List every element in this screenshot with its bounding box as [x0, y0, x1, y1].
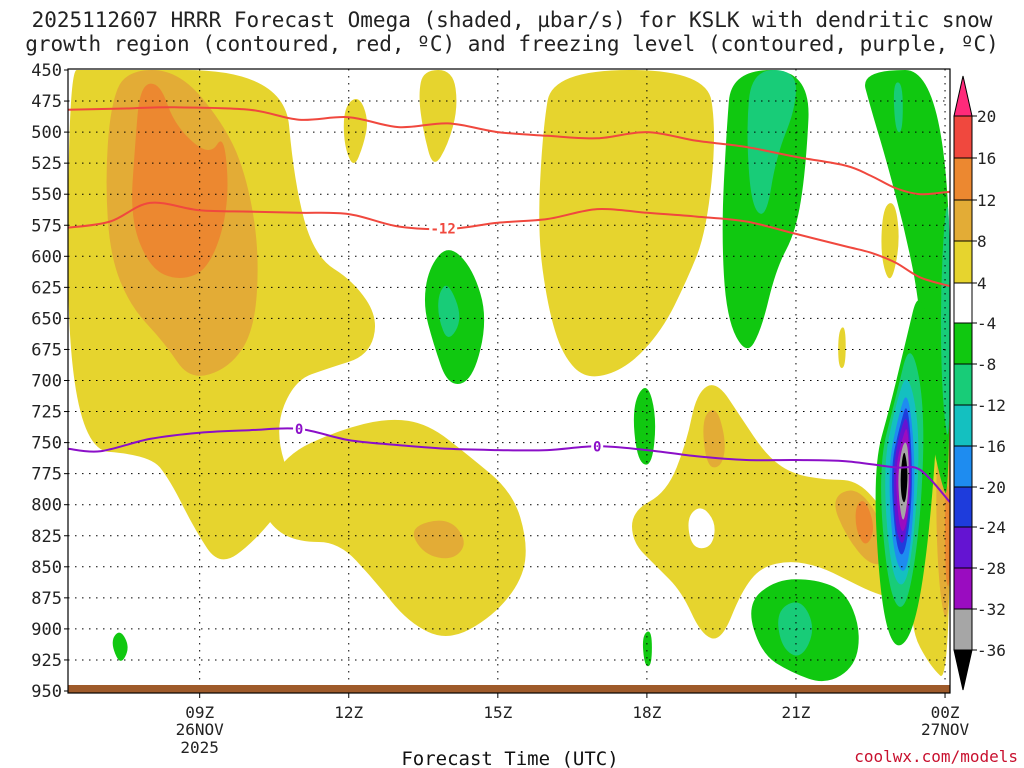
- y-tick-label-550: 550: [31, 185, 62, 205]
- freezing-label-bg-0: [293, 421, 306, 436]
- colorbar-label--32: -32: [977, 600, 1006, 619]
- omega-region-pos-4-i: [838, 327, 846, 369]
- x-tick-label-12Z: 12Z: [334, 703, 363, 722]
- colorbar-band-0: [953, 115, 973, 159]
- freezing-level-label-0: 0: [295, 422, 303, 438]
- omega-region-pos-8-f: [703, 410, 725, 468]
- omega-region-neg-8-c2: [940, 206, 950, 435]
- y-tick-label-900: 900: [31, 620, 62, 640]
- omega-region-neg-8-c: [893, 82, 903, 133]
- omega-region-neg-4-g: [112, 632, 128, 661]
- omega-region-neg-36-k: [900, 452, 908, 503]
- x-tick-date-00Z: 27NOV: [921, 720, 970, 739]
- y-tick-label-800: 800: [31, 496, 62, 516]
- omega-region-neg-8-b: [747, 70, 796, 214]
- freezing-level-contour: [68, 427, 950, 503]
- omega-region-pos-4-c: [419, 70, 457, 162]
- omega-region-pos-12-a: [132, 83, 228, 279]
- omega-region-pos-4-h: [881, 203, 899, 279]
- colorbar-label--8: -8: [977, 355, 996, 374]
- colorbar-label--12: -12: [977, 396, 1006, 415]
- x-tick-label-00Z: 00Z: [931, 703, 960, 722]
- y-tick-label-500: 500: [31, 123, 62, 143]
- colorbar-label-16: 16: [977, 149, 996, 168]
- x-tick-label-09Z: 09Z: [185, 703, 214, 722]
- colorbar-band-11: [953, 567, 973, 610]
- y-tick-label-525: 525: [31, 154, 62, 174]
- colorbar-band-6: [953, 363, 973, 406]
- x-tick-label-21Z: 21Z: [782, 703, 811, 722]
- colorbar-band-4: [953, 282, 973, 324]
- colorbar-label-4: 4: [977, 274, 987, 293]
- dgz-label-bg: [429, 221, 458, 236]
- y-tick-label-925: 925: [31, 651, 62, 671]
- omega-region-pos-4-d: [539, 70, 714, 377]
- colorbar-label--28: -28: [977, 559, 1006, 578]
- colorbar-label--4: -4: [977, 314, 996, 333]
- colorbar-band-8: [953, 445, 973, 488]
- y-tick-label-775: 775: [31, 465, 62, 485]
- colorbar-label--20: -20: [977, 478, 1006, 497]
- omega-region-neg-8-e: [778, 602, 813, 656]
- freezing-label-bg-1: [591, 439, 604, 454]
- dgz-contour-label: -12: [431, 222, 456, 238]
- y-tick-label-450: 450: [31, 61, 62, 81]
- colorbar-bottom-arrow: [953, 649, 973, 691]
- colorbar-band-7: [953, 404, 973, 447]
- chart-title-line-2: growth region (contoured, red, ºC) and f…: [25, 32, 999, 56]
- colorbar-label-8: 8: [977, 232, 987, 251]
- omega-region-pos-4-f: [632, 385, 904, 639]
- y-tick-label-700: 700: [31, 372, 62, 392]
- omega-region-pos-12-j: [945, 485, 950, 587]
- x-tick-date-09Z: 26NOV: [176, 720, 225, 739]
- colorbar-band-3: [953, 240, 973, 284]
- omega-region-pos-8-e: [413, 520, 464, 559]
- y-tick-label-725: 725: [31, 403, 62, 423]
- y-tick-label-475: 475: [31, 92, 62, 112]
- omega-region-pos-4-b: [343, 98, 367, 164]
- y-tick-label-750: 750: [31, 434, 62, 454]
- y-tick-label-600: 600: [31, 247, 62, 267]
- colorbar-label-20: 20: [977, 107, 996, 126]
- colorbar-band-10: [953, 526, 973, 569]
- colorbar-band-5: [953, 322, 973, 365]
- credit-text: coolwx.com/models: [854, 747, 1018, 766]
- colorbar-band-12: [953, 608, 973, 651]
- ground-strip: [68, 685, 950, 693]
- colorbar-label-12: 12: [977, 191, 996, 210]
- colorbar-label--36: -36: [977, 641, 1006, 660]
- omega-region-pos-4-e: [263, 419, 526, 636]
- omega-region-neg-4-f: [642, 631, 652, 667]
- colorbar-label--16: -16: [977, 437, 1006, 456]
- colorbar-label--24: -24: [977, 518, 1006, 537]
- x-tick-year-09Z: 2025: [180, 738, 219, 757]
- y-tick-label-575: 575: [31, 216, 62, 236]
- dgz-upper-contour: [68, 106, 950, 196]
- y-tick-label-825: 825: [31, 527, 62, 547]
- omega-region-white-hole-f: [688, 508, 715, 549]
- y-tick-label-650: 650: [31, 309, 62, 329]
- omega-region-neg-8-a: [438, 285, 460, 337]
- y-tick-label-625: 625: [31, 278, 62, 298]
- freezing-level-label-1: 0: [593, 439, 601, 455]
- omega-region-neg-4-d: [633, 387, 656, 465]
- y-tick-label-675: 675: [31, 340, 62, 360]
- chart-title-line-1: 2025112607 HRRR Forecast Omega (shaded, …: [31, 8, 993, 32]
- colorbar-band-9: [953, 486, 973, 528]
- x-axis-label: Forecast Time (UTC): [401, 748, 618, 768]
- colorbar-top-arrow: [953, 75, 973, 117]
- dgz-lower-contour: [68, 201, 950, 288]
- colorbar-band-1: [953, 157, 973, 201]
- omega-region-pos-12-g: [855, 501, 873, 544]
- x-tick-label-18Z: 18Z: [632, 703, 661, 722]
- colorbar-band-2: [953, 199, 973, 242]
- y-tick-label-875: 875: [31, 589, 62, 609]
- x-tick-label-15Z: 15Z: [483, 703, 512, 722]
- y-tick-label-950: 950: [31, 682, 62, 702]
- y-tick-label-850: 850: [31, 558, 62, 578]
